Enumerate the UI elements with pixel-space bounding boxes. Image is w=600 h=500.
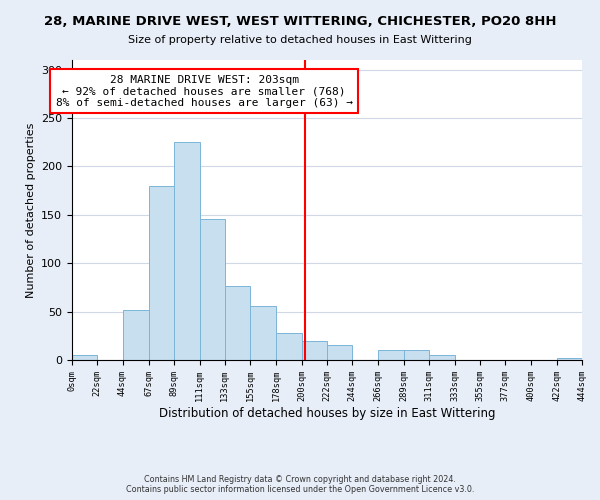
Bar [149, 186, 174, 360]
Bar [327, 344, 352, 360]
Bar [277, 333, 302, 360]
Bar [250, 306, 277, 360]
Y-axis label: Number of detached properties: Number of detached properties [26, 122, 35, 298]
Text: 28, MARINE DRIVE WEST, WEST WITTERING, CHICHESTER, PO20 8HH: 28, MARINE DRIVE WEST, WEST WITTERING, C… [44, 15, 556, 28]
Bar [557, 358, 582, 360]
Bar [404, 350, 429, 360]
Bar [429, 355, 455, 360]
X-axis label: Distribution of detached houses by size in East Wittering: Distribution of detached houses by size … [159, 407, 495, 420]
Bar [199, 218, 225, 360]
Bar [174, 142, 199, 360]
Text: Size of property relative to detached houses in East Wittering: Size of property relative to detached ho… [128, 35, 472, 45]
Text: Contains HM Land Registry data © Crown copyright and database right 2024.
Contai: Contains HM Land Registry data © Crown c… [126, 474, 474, 494]
Bar [225, 286, 250, 360]
Bar [302, 340, 327, 360]
Bar [377, 350, 404, 360]
Text: 28 MARINE DRIVE WEST: 203sqm
← 92% of detached houses are smaller (768)
8% of se: 28 MARINE DRIVE WEST: 203sqm ← 92% of de… [56, 74, 353, 108]
Bar [72, 355, 97, 360]
Bar [122, 310, 149, 360]
